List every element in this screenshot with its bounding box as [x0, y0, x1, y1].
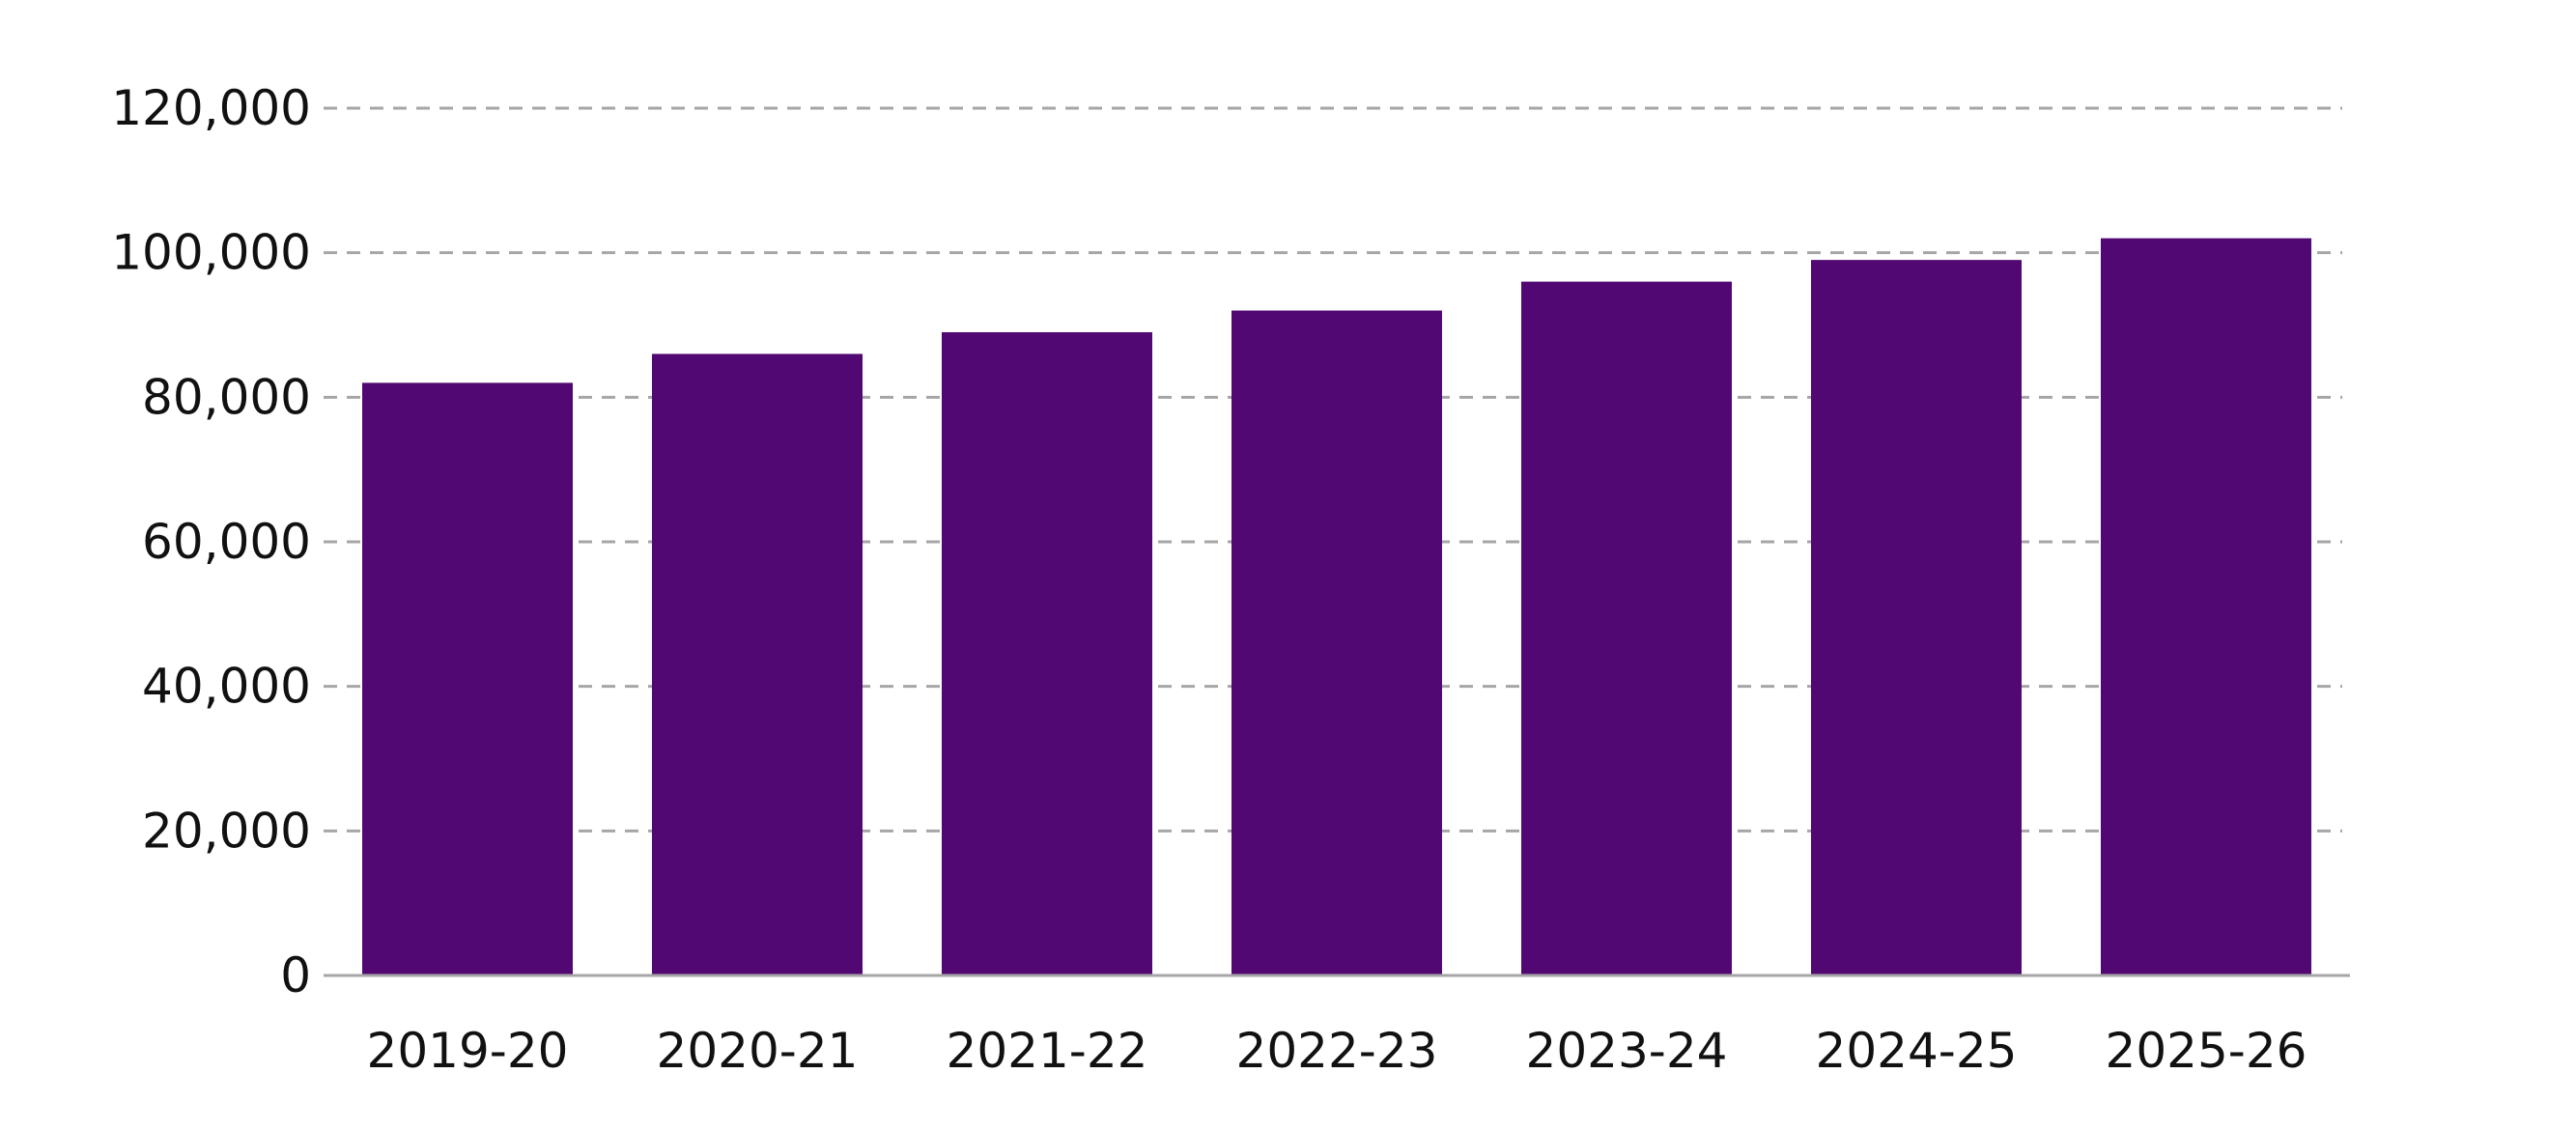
- bar-2020-21: [652, 353, 863, 975]
- x-tick-label: 2024-25: [1816, 1023, 2018, 1079]
- bar-2025-26: [2101, 238, 2311, 975]
- x-tick-label: 2021-22: [947, 1023, 1148, 1079]
- bar-layer: [362, 238, 2311, 976]
- bar-2024-25: [1811, 260, 2022, 975]
- bar-2023-24: [1521, 281, 1732, 976]
- x-tick-label: 2025-26: [2106, 1023, 2307, 1079]
- y-tick-label: 20,000: [142, 803, 311, 859]
- x-tick-label: 2022-23: [1236, 1023, 1438, 1079]
- y-tick-label: 60,000: [142, 514, 311, 570]
- y-tick-label: 120,000: [111, 80, 311, 136]
- y-tick-label: 40,000: [142, 659, 311, 715]
- x-tick-label: 2019-20: [367, 1023, 569, 1079]
- bar-2021-22: [942, 331, 1152, 975]
- x-tick-label: 2020-21: [657, 1023, 859, 1079]
- bar-2019-20: [362, 382, 573, 975]
- y-tick-label: 0: [280, 947, 311, 1003]
- y-tick-label: 100,000: [111, 225, 311, 281]
- label-layer: 0 20,000 40,000 60,000 80,000 100,000 120,000 2…: [111, 80, 2307, 1079]
- bar-2022-23: [1231, 310, 1442, 975]
- y-tick-label: 80,000: [142, 369, 311, 425]
- x-tick-label: 2023-24: [1526, 1023, 1728, 1079]
